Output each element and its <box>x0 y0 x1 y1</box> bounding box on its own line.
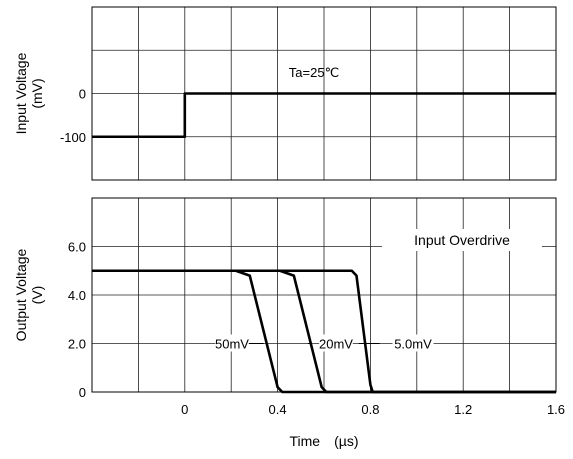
legend-title: Input Overdrive <box>414 232 510 248</box>
x-tick-label: 0 <box>181 402 188 417</box>
series-label: 5.0mV <box>394 337 432 352</box>
y-tick-label: 0 <box>79 87 86 102</box>
y-axis-label-line: Input Voltage <box>13 52 29 134</box>
x-tick-label: 1.6 <box>547 402 565 417</box>
series-label: 50mV <box>215 337 249 352</box>
y-axis-label-line: (V) <box>29 286 45 305</box>
y-tick-label: 6.0 <box>68 240 86 255</box>
x-tick-label: 1.2 <box>454 402 472 417</box>
temperature-annotation: Ta=25℃ <box>289 65 339 80</box>
series-label-background <box>392 334 434 352</box>
y-tick-label: 4.0 <box>68 288 86 303</box>
y-tick-label: 2.0 <box>68 337 86 352</box>
series-line <box>92 269 556 394</box>
x-tick-label: 0.4 <box>269 402 287 417</box>
y-tick-label: -100 <box>60 130 86 145</box>
y-axis-label-line: Output Voltage <box>13 248 29 341</box>
series-label-background <box>215 334 249 352</box>
y-axis-label: Output Voltage(V) <box>13 248 45 341</box>
series-line <box>92 92 556 139</box>
legend-title-background <box>382 229 542 251</box>
y-axis-label: Input Voltage(mV) <box>13 52 45 134</box>
x-axis-label: Time (µs) <box>290 433 359 449</box>
x-tick-label: 0.8 <box>361 402 379 417</box>
series-label-background <box>319 334 353 352</box>
y-tick-label: 0 <box>79 385 86 400</box>
series-label: 20mV <box>319 337 353 352</box>
y-axis-label-line: (mV) <box>29 78 45 108</box>
